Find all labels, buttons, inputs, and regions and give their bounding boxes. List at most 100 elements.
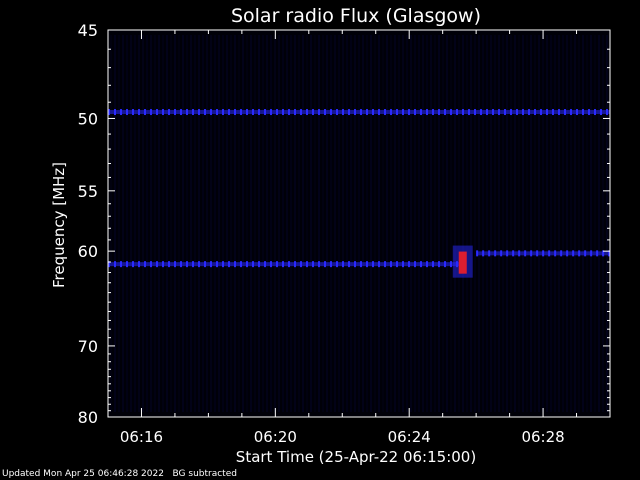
heatmap-column	[514, 35, 516, 412]
emission-band-dot	[168, 109, 170, 116]
emission-band-dot	[444, 261, 446, 268]
emission-band-dot	[600, 109, 602, 116]
heatmap-column	[394, 35, 396, 412]
emission-band-dot	[482, 250, 485, 257]
emission-band-dot	[198, 109, 200, 116]
heatmap-column	[574, 35, 576, 412]
emission-band-dot	[174, 109, 176, 116]
emission-band-dot	[282, 109, 284, 116]
heatmap-column	[478, 35, 480, 412]
emission-band-dot	[126, 261, 128, 268]
heatmap-column	[162, 35, 164, 412]
emission-band-dot	[590, 250, 593, 257]
y-tick-label: 80	[78, 408, 98, 427]
heatmap-column	[374, 35, 376, 412]
emission-band-dot	[564, 109, 566, 116]
heatmap-column	[230, 35, 232, 412]
emission-band-dot	[342, 109, 344, 116]
heatmap-column	[250, 35, 252, 412]
heatmap-column	[490, 35, 492, 412]
emission-band-dot	[180, 109, 182, 116]
footer-note: BG subtracted	[172, 469, 237, 479]
emission-band-dot	[186, 109, 188, 116]
y-tick-label: 50	[78, 109, 98, 128]
heatmap-column	[554, 35, 556, 412]
emission-band-dot	[468, 109, 470, 116]
emission-band-dot	[360, 261, 362, 268]
emission-band-dot	[156, 261, 158, 268]
emission-band-dot	[186, 261, 188, 268]
heatmap-column	[314, 35, 316, 412]
heatmap-column	[182, 35, 184, 412]
heatmap-column	[210, 35, 212, 412]
heatmap-column	[166, 35, 168, 412]
emission-band-dot	[228, 109, 230, 116]
heatmap-column	[174, 35, 176, 412]
heatmap-column	[194, 35, 196, 412]
emission-band-dot	[294, 109, 296, 116]
emission-band-dot	[384, 261, 386, 268]
emission-band-dot	[318, 109, 320, 116]
heatmap-column	[482, 35, 484, 412]
emission-band-dot	[132, 109, 134, 116]
heatmap-column	[170, 35, 172, 412]
emission-band-dot	[324, 261, 326, 268]
heatmap-column	[150, 35, 152, 412]
emission-band-dot	[512, 250, 515, 257]
emission-band-dot	[168, 261, 170, 268]
emission-band-dot	[450, 261, 452, 268]
emission-band-dot	[240, 261, 242, 268]
emission-band-dot	[216, 261, 218, 268]
emission-band-dot	[396, 109, 398, 116]
emission-band-dot	[576, 109, 578, 116]
emission-band-dot	[192, 109, 194, 116]
heatmap-column	[410, 35, 412, 412]
heatmap-column	[542, 35, 544, 412]
emission-band-dot	[228, 261, 230, 268]
emission-band-dot	[480, 109, 482, 116]
emission-band-dot	[162, 261, 164, 268]
heatmap-column	[358, 35, 360, 412]
emission-band-dot	[384, 109, 386, 116]
heatmap-column	[462, 35, 464, 412]
emission-band-dot	[252, 109, 254, 116]
heatmap-column	[434, 35, 436, 412]
heatmap-column	[302, 35, 304, 412]
emission-band-dot	[426, 261, 428, 268]
emission-band-dot	[372, 109, 374, 116]
emission-band-dot	[524, 250, 527, 257]
emission-band-dot	[548, 250, 551, 257]
emission-band-dot	[282, 261, 284, 268]
x-tick-label: 06:16	[120, 428, 163, 446]
emission-band-dot	[288, 261, 290, 268]
emission-band-dot	[246, 109, 248, 116]
heatmap-column	[198, 35, 200, 412]
emission-band-dot	[330, 109, 332, 116]
heatmap-column	[206, 35, 208, 412]
emission-band-dot	[432, 261, 434, 268]
emission-band-dot	[602, 250, 605, 257]
heatmap-column	[318, 35, 320, 412]
emission-band-dot	[608, 250, 611, 257]
emission-band-dot	[390, 109, 392, 116]
emission-band-dot	[150, 261, 152, 268]
emission-band-dot	[518, 250, 521, 257]
emission-band-dot	[300, 261, 302, 268]
heatmap-column	[370, 35, 372, 412]
heatmap-column	[582, 35, 584, 412]
plot-frame	[107, 29, 611, 418]
heatmap-column	[406, 35, 408, 412]
heatmap-column	[282, 35, 284, 412]
emission-band-dot	[528, 109, 530, 116]
heatmap-column	[418, 35, 420, 412]
emission-band-dot	[180, 261, 182, 268]
emission-band-dot	[114, 261, 116, 268]
emission-band-dot	[276, 261, 278, 268]
emission-band-dot	[222, 261, 224, 268]
emission-band-dot	[378, 109, 380, 116]
heatmap-column	[214, 35, 216, 412]
emission-band-dot	[390, 261, 392, 268]
heatmap-column	[246, 35, 248, 412]
heatmap-column	[326, 35, 328, 412]
emission-band-dot	[522, 109, 524, 116]
